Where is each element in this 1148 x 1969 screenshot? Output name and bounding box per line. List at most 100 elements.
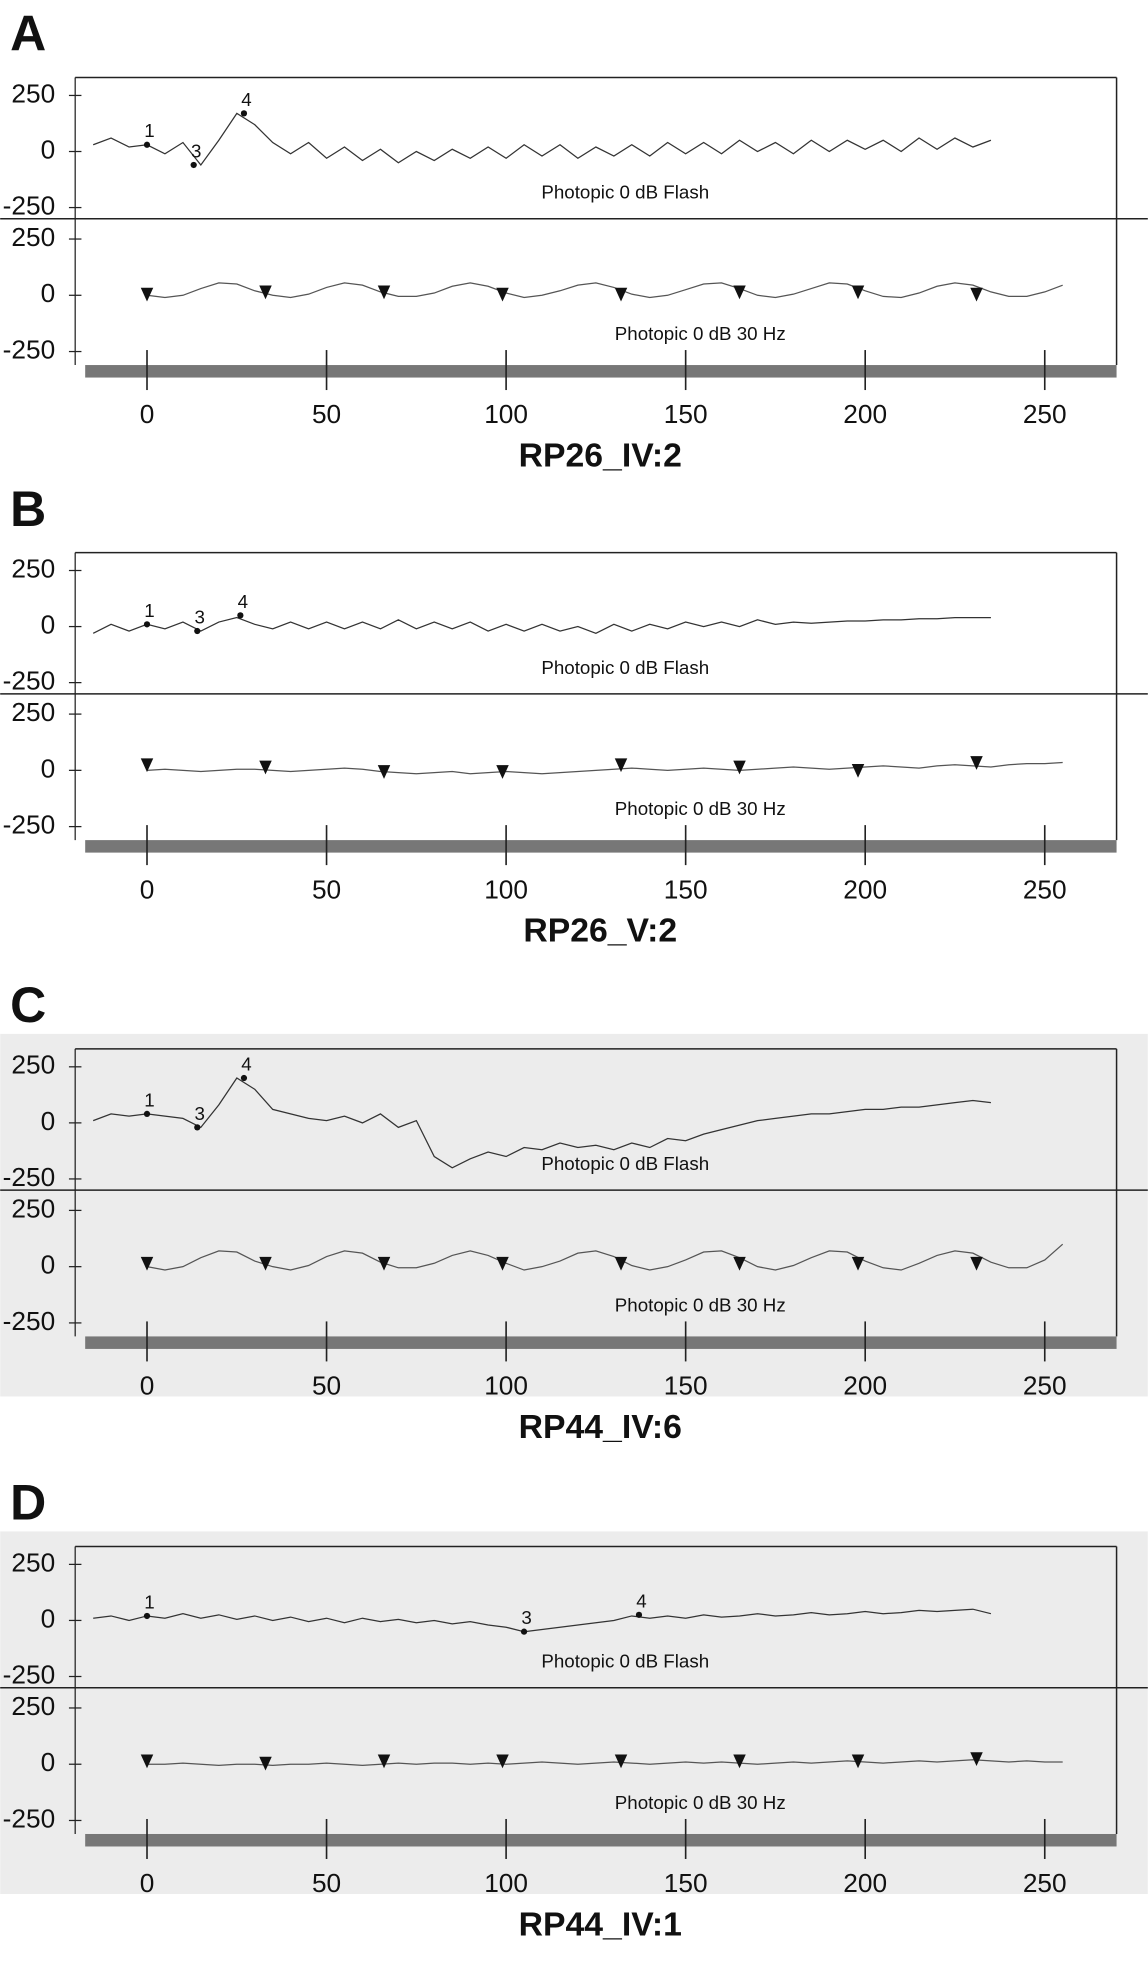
- peak-label: 1: [144, 1089, 154, 1110]
- trace-label: Photopic 0 dB 30 Hz: [615, 1792, 786, 1813]
- stimulus-marker: [259, 1756, 272, 1771]
- y-tick-label: 250: [11, 1193, 55, 1223]
- stimulus-marker: [851, 1754, 865, 1769]
- stimulus-marker: [970, 1256, 983, 1271]
- stimulus-marker: [140, 287, 154, 302]
- y-tick-label: -250: [3, 810, 56, 840]
- panel: C -250 0 250 1 3 4 Photopic 0 dB Flash -250 0 250 P…: [0, 977, 1148, 1446]
- x-axis-bar: [85, 365, 1117, 378]
- trace: [92, 616, 991, 635]
- panel-caption: RP26_V:2: [523, 912, 677, 950]
- stimulus-marker: [140, 1754, 154, 1769]
- panel: A -250 0 250 1 3 4 Photopic 0 dB Flash -250 0 250 P…: [0, 6, 1148, 474]
- trace: [146, 282, 1063, 299]
- stimulus-marker: [140, 1256, 154, 1271]
- x-axis-bar: [85, 1336, 1117, 1349]
- x-tick-label: 150: [664, 399, 708, 429]
- stimulus-marker: [851, 1256, 865, 1271]
- x-tick-label: 150: [664, 1868, 708, 1898]
- peak-label: 4: [636, 1590, 646, 1611]
- peak-marker: [143, 1612, 151, 1620]
- x-tick-label: 250: [1023, 1371, 1067, 1401]
- stimulus-marker: [851, 285, 865, 300]
- stimulus-marker: [970, 756, 983, 770]
- stimulus-marker: [496, 1256, 509, 1271]
- stimulus-marker: [259, 1256, 272, 1271]
- x-tick-label: 200: [843, 399, 887, 429]
- stimulus-marker: [259, 285, 272, 300]
- peak-label: 1: [144, 600, 154, 621]
- y-tick-label: 250: [11, 697, 55, 727]
- x-tick-label: 0: [140, 874, 155, 904]
- peak-label: 4: [241, 89, 251, 110]
- scan-background: [0, 1531, 1148, 1894]
- trace: [146, 1243, 1064, 1271]
- peak-label: 3: [195, 1103, 205, 1124]
- y-tick-label: 0: [41, 134, 56, 164]
- panel: B -250 0 250 1 3 4 Photopic 0 dB Flash -250 0 250 P…: [0, 481, 1148, 950]
- peak-label: 4: [238, 591, 248, 612]
- panel: D -250 0 250 1 3 4 Photopic 0 dB Flash -250 0 250 P…: [0, 1475, 1148, 1943]
- trace: [92, 112, 992, 167]
- x-tick-label: 0: [140, 1868, 155, 1898]
- peak-label: 1: [144, 120, 154, 141]
- stimulus-marker: [259, 760, 272, 775]
- peak-marker: [240, 110, 248, 117]
- peak-marker: [520, 1628, 528, 1635]
- y-tick-label: 250: [11, 1691, 55, 1721]
- panel-label: B: [10, 481, 46, 537]
- x-axis-bar: [85, 1833, 1117, 1847]
- trace: [146, 1759, 1063, 1766]
- y-tick-label: 0: [41, 1106, 56, 1136]
- stimulus-marker: [733, 285, 746, 300]
- y-tick-label: 0: [41, 1603, 56, 1633]
- y-tick-label: 0: [41, 1250, 56, 1280]
- stimulus-marker: [140, 758, 154, 773]
- peak-marker: [240, 1074, 248, 1082]
- panel-caption: RP44_IV:1: [519, 1905, 682, 1943]
- y-tick-label: -250: [3, 191, 56, 221]
- y-tick-label: 250: [11, 78, 55, 108]
- stimulus-marker: [377, 1754, 391, 1769]
- stimulus-marker: [496, 1754, 509, 1769]
- x-tick-label: 0: [140, 399, 155, 429]
- stimulus-marker: [496, 765, 509, 779]
- trace-label: Photopic 0 dB Flash: [541, 182, 709, 203]
- peak-label: 4: [241, 1053, 251, 1074]
- y-tick-label: 250: [11, 1050, 55, 1080]
- trace-label: Photopic 0 dB Flash: [541, 1651, 709, 1672]
- y-tick-label: -250: [3, 334, 56, 364]
- peak-label: 3: [195, 607, 205, 628]
- peak-marker: [194, 627, 201, 635]
- panel-caption: RP44_IV:6: [519, 1408, 682, 1446]
- stimulus-marker: [733, 760, 746, 775]
- panel-caption: RP26_IV:2: [519, 436, 682, 474]
- trace: [146, 761, 1063, 775]
- x-tick-label: 150: [664, 874, 708, 904]
- peak-marker: [635, 1611, 643, 1618]
- x-tick-label: 250: [1023, 399, 1067, 429]
- x-tick-label: 200: [843, 874, 887, 904]
- y-tick-label: -250: [3, 1803, 56, 1833]
- y-tick-label: -250: [3, 666, 56, 696]
- trace: [92, 1077, 992, 1169]
- peak-marker: [143, 621, 151, 628]
- x-tick-label: 50: [312, 1371, 341, 1401]
- y-tick-label: 250: [11, 553, 55, 583]
- peak-label: 3: [521, 1607, 531, 1628]
- panel-label: D: [10, 1475, 46, 1531]
- peak-marker: [143, 1110, 151, 1118]
- stimulus-marker: [733, 1256, 746, 1271]
- x-tick-label: 100: [484, 399, 528, 429]
- x-tick-label: 150: [664, 1371, 708, 1401]
- stimulus-marker: [614, 1256, 628, 1271]
- trace-label: Photopic 0 dB 30 Hz: [615, 798, 786, 819]
- stimulus-marker: [733, 1754, 746, 1769]
- trace: [93, 1608, 992, 1633]
- stimulus-marker: [970, 1752, 983, 1766]
- stimulus-marker: [614, 287, 628, 302]
- panel-label: A: [10, 6, 46, 62]
- y-tick-label: -250: [3, 1306, 56, 1336]
- panel-label: C: [10, 977, 46, 1033]
